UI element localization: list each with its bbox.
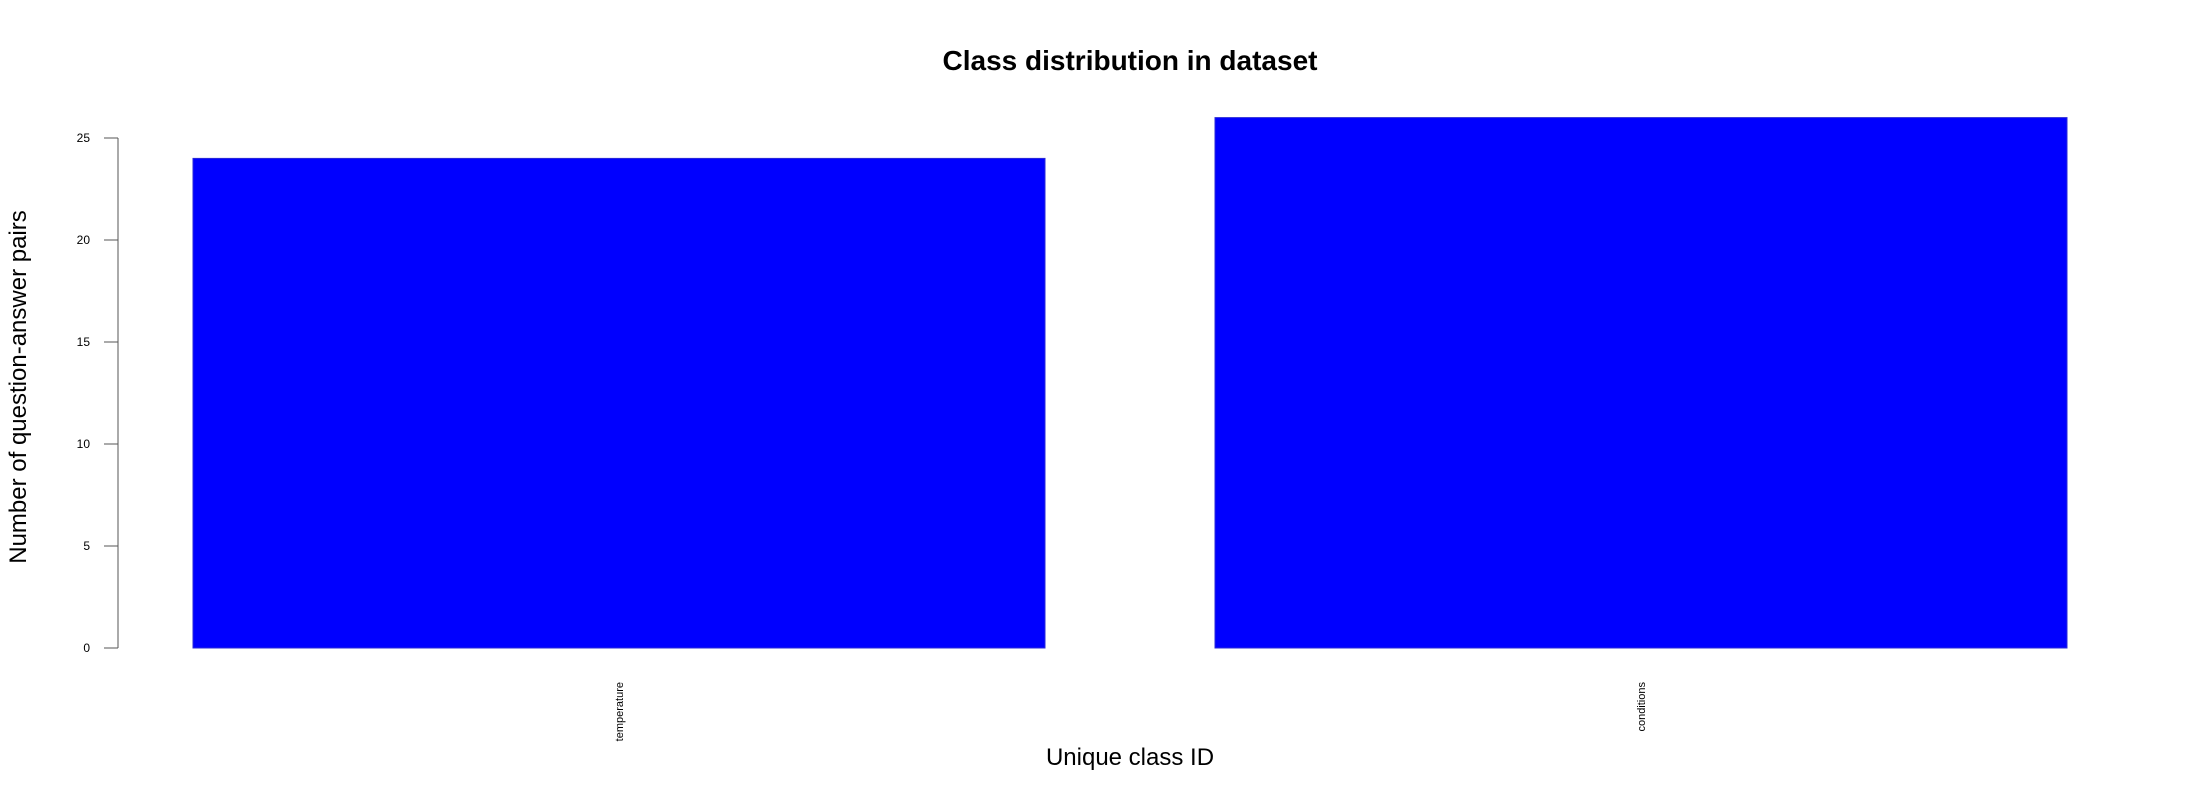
y-tick-label: 20 [77, 233, 91, 247]
bars [192, 117, 2068, 649]
y-axis-label: Number of question-answer pairs [5, 210, 32, 564]
x-tick-label-conditions: conditions [1636, 682, 1648, 732]
y-tick-label: 0 [83, 641, 90, 655]
x-tick-labels: temperature conditions [614, 682, 1648, 742]
y-tick-label: 25 [77, 131, 91, 145]
bar-temperature [192, 157, 1046, 649]
x-tick-label-temperature: temperature [614, 682, 626, 741]
chart-title: Class distribution in dataset [943, 45, 1318, 76]
y-axis: 0 5 10 15 20 25 [77, 131, 119, 655]
y-tick-label: 5 [83, 539, 90, 553]
y-tick-label: 10 [77, 437, 91, 451]
y-tick-label: 15 [77, 335, 91, 349]
bar-conditions [1214, 117, 2068, 649]
x-axis-label: Unique class ID [1046, 744, 1214, 771]
